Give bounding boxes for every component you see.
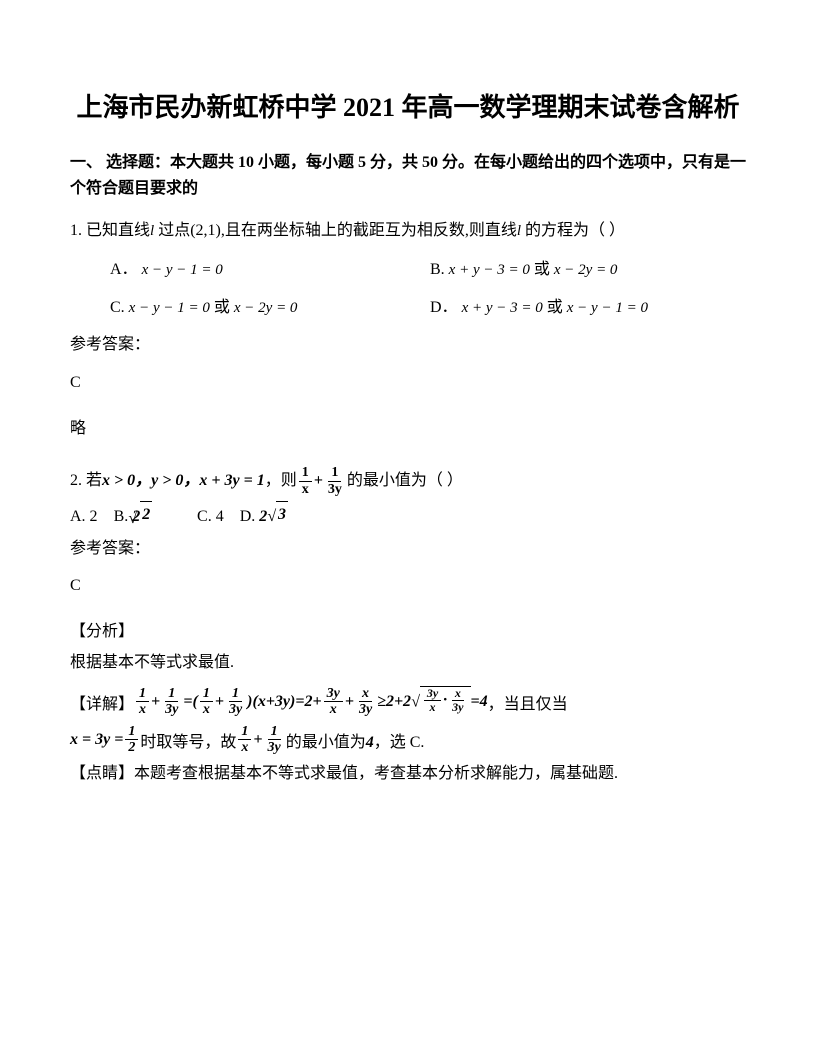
q1-option-d: D． x + y − 3 = 0 或 x − y − 1 = 0 — [430, 295, 648, 321]
q2-frac1-num: 1 — [299, 465, 312, 481]
q2-eq-cond-text: x = 3y = — [70, 727, 123, 753]
q1-answer-label: 参考答案： — [70, 332, 746, 358]
q2-analysis-text: 根据基本不等式求最值. — [70, 650, 746, 676]
q2-post: 的最小值为（ ） — [347, 468, 463, 494]
q2-detail-equation: 1x+13y=(1x+13y)(x+3y)=2+3yx+x3y≥2+2√3yx·… — [134, 686, 488, 718]
q2-detail2-post: 的最小值为 — [286, 730, 366, 756]
q2-comment-text: 本题考查根据基本不等式求最值，考查基本分析求解能力，属基础题. — [134, 765, 618, 782]
q2-detail2-frac: 1x+13y — [236, 724, 285, 756]
q1-answer: C — [70, 370, 746, 396]
q1-optC-eq2: x − 2y = 0 — [234, 296, 298, 320]
q1-optD-or: 或 — [547, 295, 563, 321]
q1-option-c: C. x − y − 1 = 0 或 x − 2y = 0 — [110, 295, 430, 321]
q2-frac1: 1 x — [299, 465, 312, 497]
section-1-header: 一、 选择题：本大题共 10 小题，每小题 5 分，共 50 分。在每小题给出的… — [70, 150, 746, 201]
q1-optA-eq: x − y − 1 = 0 — [142, 258, 223, 282]
q1-option-b: B. x + y − 3 = 0 或 x − 2y = 0 — [430, 257, 617, 283]
q2-cond1: x > 0 — [102, 468, 135, 494]
q2-cond3: x + 3y = 1 — [199, 468, 264, 494]
q1-optC-label: C. — [110, 295, 125, 321]
question-1-stem: 1. 已知直线l 过点(2,1),且在两坐标轴上的截距互为相反数,则直线l 的方… — [70, 218, 746, 244]
q2-detail-tail: ，当且仅当 — [488, 692, 568, 718]
q2-frac2-num: 1 — [328, 465, 341, 481]
q2-plus: + — [314, 468, 323, 494]
q2-detail-label: 【详解】 — [70, 692, 134, 718]
q2-frac1-den: x — [299, 482, 312, 497]
q1-optB-label: B. — [430, 257, 445, 283]
q2-detail-line-1: 【详解】 1x+13y=(1x+13y)(x+3y)=2+3yx+x3y≥2+2… — [70, 686, 746, 718]
q2-options: A. 2 B. 22 √ C. 4 D. 2√3 — [70, 503, 746, 530]
q1-optC-eq1: x − y − 1 = 0 — [129, 296, 210, 320]
q1-mid: 过点(2,1),且在两坐标轴上的截距互为相反数,则直线 — [154, 222, 517, 239]
q2-sep1: ， — [135, 468, 151, 494]
q2-frac2-den: 3y — [325, 482, 345, 497]
q1-optD-eq2: x − y − 1 = 0 — [567, 296, 648, 320]
q1-post: 的方程为（ ） — [521, 222, 625, 239]
q2-eq-cond-den: 2 — [125, 740, 138, 755]
q2-mid: ，则 — [265, 468, 297, 494]
q1-optB-eq2: x − 2y = 0 — [554, 258, 618, 282]
question-2-stem: 2. 若 x > 0 ， y > 0 ， x + 3y = 1 ，则 1 x +… — [70, 465, 463, 497]
q1-explanation: 略 — [70, 416, 746, 442]
q2-answer: C — [70, 573, 746, 599]
q1-optA-label: A． — [110, 257, 138, 283]
q2-detail2-mid: 时取等号，故 — [140, 730, 236, 756]
q2-comment-label: 【点睛】 — [70, 765, 134, 782]
q2-optA: A. 2 — [70, 508, 98, 525]
q1-optD-label: D． — [430, 295, 458, 321]
exam-title: 上海市民办新虹桥中学 2021 年高一数学理期末试卷含解析 — [70, 90, 746, 126]
q1-option-a: A． x − y − 1 = 0 — [110, 257, 430, 283]
q2-comment: 【点睛】本题考查根据基本不等式求最值，考查基本分析求解能力，属基础题. — [70, 761, 746, 787]
q1-optC-or: 或 — [214, 295, 230, 321]
q2-optD-val: 2√3 — [259, 508, 288, 525]
q2-answer-label: 参考答案： — [70, 536, 746, 562]
q2-frac2: 1 3y — [325, 465, 345, 497]
q1-options-row-2: C. x − y − 1 = 0 或 x − 2y = 0 D． x + y −… — [110, 295, 746, 321]
q2-cond2: y > 0 — [151, 468, 183, 494]
q2-optB-label: B. — [114, 508, 129, 525]
q2-pre: 2. 若 — [70, 468, 102, 494]
q2-eq-cond: x = 3y = 12 — [70, 724, 140, 756]
q2-optD-label: D. — [240, 508, 256, 525]
q2-eq-cond-num: 1 — [125, 724, 138, 740]
q2-optB-radical: √ — [128, 510, 137, 527]
q2-optC: C. 4 — [197, 508, 224, 525]
q1-pre: 1. 已知直线 — [70, 222, 150, 239]
q1-optB-or: 或 — [534, 257, 550, 283]
q2-detail2-end: ，选 C. — [374, 730, 425, 756]
q1-options-row-1: A． x − y − 1 = 0 B. x + y − 3 = 0 或 x − … — [110, 257, 746, 283]
q2-analysis-label: 【分析】 — [70, 619, 746, 645]
q2-sep2: ， — [183, 468, 199, 494]
q1-optD-eq1: x + y − 3 = 0 — [462, 296, 543, 320]
q2-detail-line-2: x = 3y = 12 时取等号，故 1x+13y 的最小值为 4 ，选 C. — [70, 724, 746, 756]
q2-detail2-val: 4 — [366, 730, 374, 756]
q1-optB-eq1: x + y − 3 = 0 — [449, 258, 530, 282]
